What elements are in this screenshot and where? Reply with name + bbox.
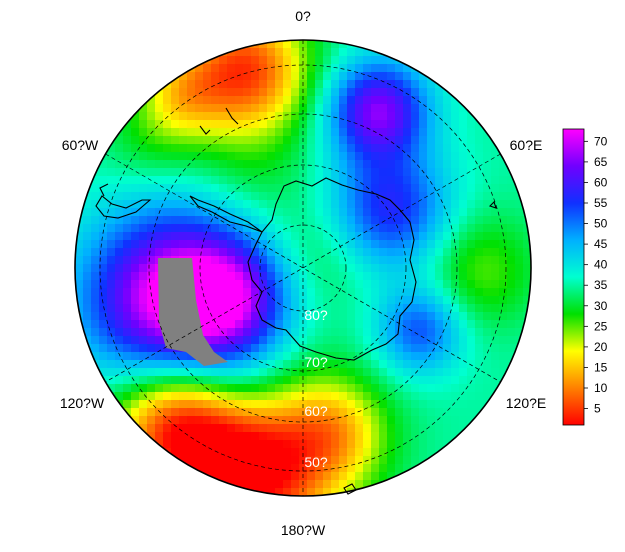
lon-label-120w: 120?W <box>60 395 105 411</box>
lon-label-120e: 120?E <box>506 395 546 411</box>
colorbar-tick-label: 45 <box>594 237 608 251</box>
map-boundary <box>74 39 532 497</box>
colorbar-tick-label: 40 <box>594 258 608 272</box>
colorbar: 70 65 60 55 50 45 40 35 30 25 20 15 10 5 <box>562 128 608 426</box>
colorbar-tick-label: 70 <box>594 134 608 148</box>
colorbar-tick-label: 25 <box>594 319 608 333</box>
colorbar-tick-label: 65 <box>594 155 608 169</box>
no-data-region <box>158 258 228 366</box>
lon-label-0: 0? <box>295 8 311 24</box>
lat-label-80: 80? <box>304 307 328 323</box>
lat-label-50: 50? <box>304 454 328 470</box>
graticule <box>99 40 507 496</box>
lon-label-180w: 180?W <box>281 522 326 538</box>
antarctic-coastline <box>95 107 497 495</box>
colorbar-tick-label: 60 <box>594 175 608 189</box>
lat-label-70: 70? <box>304 354 328 370</box>
colorbar-tick-label: 10 <box>594 381 608 395</box>
lon-label-60w: 60?W <box>62 137 99 153</box>
colorbar-tick-label: 55 <box>594 196 608 210</box>
colorbar-tick-label: 35 <box>594 278 608 292</box>
colorbar-tick-label: 30 <box>594 299 608 313</box>
lat-label-60: 60? <box>304 403 328 419</box>
colorbar-tick-label: 20 <box>594 340 608 354</box>
colorbar-gradient <box>562 128 585 426</box>
colorbar-tick-label: 5 <box>594 402 601 416</box>
colorbar-tick-label: 15 <box>594 360 608 374</box>
lon-label-60e: 60?E <box>510 137 543 153</box>
colorbar-tick-label: 50 <box>594 217 608 231</box>
